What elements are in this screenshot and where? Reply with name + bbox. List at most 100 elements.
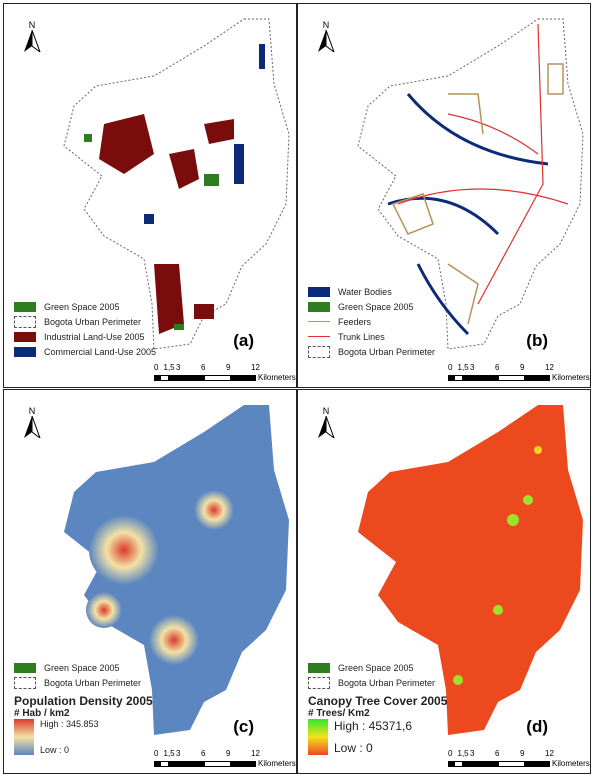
legend-item: Green Space 2005 [308,299,435,314]
north-arrow-icon: N [316,20,336,54]
scale-tick: 0 [448,749,453,758]
legend-line-swatch [308,336,330,337]
panel-tag: (a) [233,331,254,350]
legend-label: Trunk Lines [338,331,385,342]
map-area [64,405,289,735]
scale-tick: 6 [495,749,500,758]
scale-tick: 9 [520,363,525,372]
scale-tick: 12 [251,749,260,758]
legend-dashed-swatch [308,345,330,358]
legend-swatch [308,662,330,673]
legend-item: Bogota Urban Perimeter [14,675,153,690]
legend-subtitle: # Hab / km2 [14,708,70,719]
north-arrow-icon: N [22,20,42,54]
legend-label: Bogota Urban Perimeter [338,346,436,357]
legend-item: Green Space 2005 [308,660,447,675]
legend-item: Bogota Urban Perimeter [308,675,447,690]
ramp-high: High : 45371,6 [334,719,413,733]
color-ramp [308,719,328,755]
scale-tick: 0 [448,363,453,372]
legend-item: Industrial Land-Use 2005 [14,329,156,344]
legend: Green Space 2005 Bogota Urban Perimeter Po… [14,660,153,755]
scale-unit: Kilometers [552,759,590,768]
scale-tick: 6 [201,749,206,758]
panel-d-canopy-cover: N Green Space 2005 Bogota Urban Perimeter C… [297,389,591,774]
scale-tick: 3 [470,749,475,758]
legend-label: Green Space 2005 [338,301,414,312]
legend-dashed-swatch [308,676,330,689]
scale-tick: 1,5 [457,363,469,372]
legend-swatch [308,301,330,312]
panel-c-population-density: N Green Space 2005 Bogota Urban Perimeter P… [3,389,297,774]
scale-tick: 6 [495,363,500,372]
scale-unit: Kilometers [258,373,296,382]
legend-label: Water Bodies [338,286,392,297]
scale-bar: 0 1,5 3 6 9 12 Kilometers [448,362,590,383]
scale-tick: 9 [226,749,231,758]
scale-tick: 3 [470,363,475,372]
scale-tick: 3 [176,363,181,372]
legend-dashed-swatch [14,315,36,328]
legend-label: Bogota Urban Perimeter [338,677,436,688]
legend-item: Trunk Lines [308,329,435,344]
legend-label: Industrial Land-Use 2005 [44,331,145,342]
panel-a-land-use: N Green Space 2005 Bogota Urban Perimeter I… [3,3,297,388]
panel-tag: (d) [526,717,548,736]
color-ramp [14,719,34,755]
legend-dashed-swatch [14,676,36,689]
legend-subtitle: # Trees/ Km2 [308,708,370,719]
legend-item: Water Bodies [308,284,435,299]
scale-tick: 12 [251,363,260,372]
legend-label: Bogota Urban Perimeter [44,316,142,327]
north-label: N [322,406,330,416]
legend-item: Green Space 2005 [14,299,156,314]
legend: Green Space 2005 Bogota Urban Perimeter In… [14,299,156,359]
scale-tick: 9 [226,363,231,372]
scale-bar: 0 1,5 3 6 9 12 Kilometers [154,748,296,769]
legend-label: Commercial Land-Use 2005 [44,346,157,357]
legend-swatch [14,331,36,342]
legend-label: Green Space 2005 [44,301,120,312]
north-arrow-icon: N [22,406,42,440]
north-label: N [28,406,36,416]
scale-bar: 0 1,5 3 6 9 12 Kilometers [154,362,296,383]
legend-title: Canopy Tree Cover 2005 [308,694,448,708]
legend-label: Feeders [338,316,372,327]
legend-swatch [308,286,330,297]
legend-item: Bogota Urban Perimeter [14,314,156,329]
ramp-low: Low : 0 [334,741,373,755]
ramp-high: High : 345.853 [40,719,99,729]
map-area [358,405,583,735]
north-arrow-icon: N [316,406,336,440]
north-label: N [28,20,36,30]
legend: Water Bodies Green Space 2005 Feeders Trunk… [308,284,435,359]
legend-swatch [14,662,36,673]
legend-item: Green Space 2005 [14,660,153,675]
panel-tag: (c) [233,717,254,736]
scale-tick: 0 [154,363,159,372]
legend-label: Bogota Urban Perimeter [44,677,142,688]
legend-label: Green Space 2005 [338,662,414,673]
map-area [63,18,290,350]
legend-item: Commercial Land-Use 2005 [14,344,156,359]
scale-tick: 0 [154,749,159,758]
legend-item: Bogota Urban Perimeter [308,344,435,359]
ramp-low: Low : 0 [40,745,70,755]
legend-swatch [14,301,36,312]
legend-title: Population Density 2005 [14,694,153,708]
scale-tick: 12 [545,363,554,372]
scale-tick: 1,5 [457,749,469,758]
scale-tick: 1,5 [163,749,175,758]
map-area [357,18,584,350]
scale-tick: 6 [201,363,206,372]
scale-tick: 12 [545,749,554,758]
panel-b-transport-water: N Water Bodies Green Space 2005 Feeders Trun… [297,3,591,388]
scale-bar: 0 1,5 3 6 9 12 Kilometers [448,748,590,769]
scale-tick: 9 [520,749,525,758]
legend-swatch [14,346,36,357]
panel-tag: (b) [526,331,548,350]
legend-label: Green Space 2005 [44,662,120,673]
north-label: N [322,20,330,30]
legend: Green Space 2005 Bogota Urban Perimeter Ca… [308,660,447,755]
